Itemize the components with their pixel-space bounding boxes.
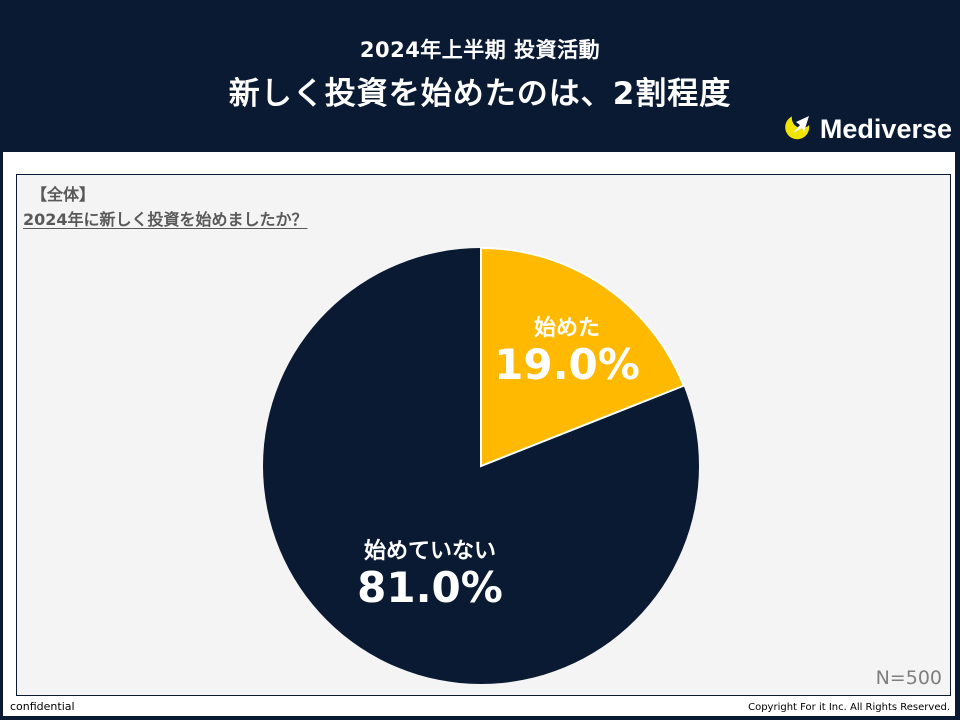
- label-started: 始めた 19.0%: [487, 310, 647, 388]
- page-subtitle: 2024年上半期 投資活動: [359, 38, 601, 62]
- brand-name: Mediverse: [819, 113, 952, 144]
- label-not-started-value: 81.0%: [357, 563, 503, 612]
- slice-started: [480, 246, 685, 468]
- copyright: Copyright For it Inc. All Rights Reserve…: [748, 702, 950, 713]
- pie-chart: [263, 246, 699, 684]
- brand-logo: Mediverse: [782, 112, 952, 146]
- chart-panel: 【全体】 2024年に新しく投資を始めましたか？ 始めた 19.0% 始めていな…: [16, 174, 951, 696]
- footer: [3, 700, 955, 716]
- survey-question: 2024年に新しく投資を始めましたか？: [23, 210, 308, 229]
- segment-tag: 【全体】: [31, 185, 96, 204]
- label-not-started: 始めていない 81.0%: [335, 533, 525, 611]
- label-not-started-category: 始めていない: [363, 539, 496, 564]
- sample-size: N=500: [875, 667, 942, 689]
- label-started-category: 始めた: [533, 316, 600, 341]
- header: 2024年上半期 投資活動 新しく投資を始めたのは、2割程度 Mediverse: [0, 0, 960, 150]
- page-title: 新しく投資を始めたのは、2割程度: [228, 76, 732, 112]
- label-started-value: 19.0%: [494, 340, 640, 389]
- confidential-label: confidential: [10, 700, 75, 713]
- content-area: 【全体】 2024年に新しく投資を始めましたか？ 始めた 19.0% 始めていな…: [3, 152, 955, 700]
- rocket-crescent-icon: [782, 112, 814, 146]
